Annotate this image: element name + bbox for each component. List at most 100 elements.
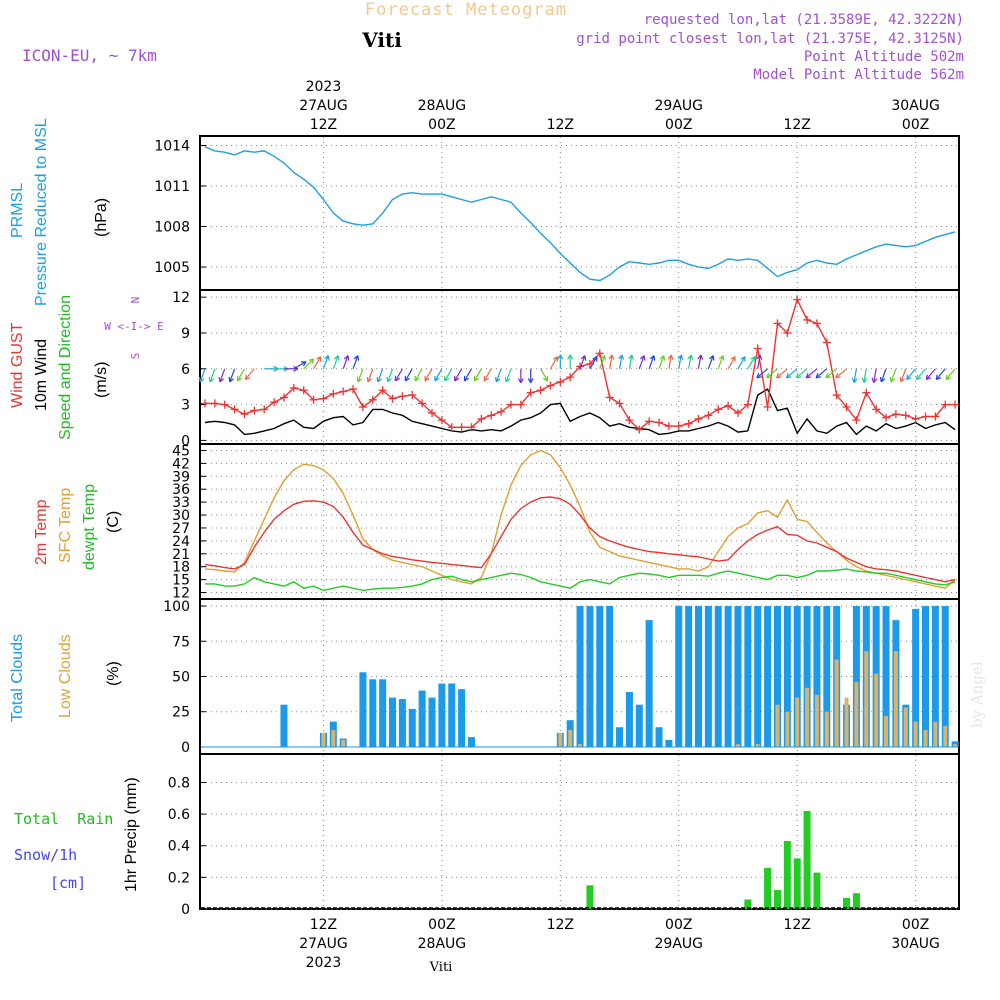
low-cloud-bar bbox=[884, 715, 889, 747]
gust-marker bbox=[664, 422, 673, 431]
total-clouds-label: Total Clouds bbox=[9, 634, 26, 722]
bottom-time-label: 00Z bbox=[902, 917, 929, 933]
gust-marker bbox=[822, 338, 831, 347]
gust-marker bbox=[250, 406, 259, 415]
wind-arrow-head bbox=[677, 354, 684, 360]
clouds-panel-labels: Total Clouds Low Clouds (%) bbox=[9, 634, 122, 722]
gust-marker bbox=[595, 349, 604, 358]
gust-marker bbox=[872, 405, 881, 414]
rain-bar bbox=[773, 890, 781, 909]
y-tick-label: 1008 bbox=[154, 220, 190, 236]
bottom-time-label: 00Z bbox=[428, 917, 455, 933]
y-tick-label: 50 bbox=[172, 670, 190, 686]
total-cloud-bar bbox=[734, 606, 742, 747]
wind-arrow bbox=[835, 368, 847, 379]
y-tick-label: 45 bbox=[172, 443, 190, 459]
pressure-unit: (hPa) bbox=[93, 198, 110, 237]
gust-marker bbox=[378, 386, 387, 395]
wind-arrow-head bbox=[494, 376, 501, 383]
wind-arrow bbox=[697, 354, 702, 369]
wind-arrow-head bbox=[667, 354, 674, 360]
wind-arrow bbox=[638, 355, 645, 369]
gust-marker bbox=[368, 395, 377, 404]
gust-marker bbox=[497, 407, 506, 416]
wind-arrow bbox=[900, 368, 907, 383]
rain-bar bbox=[813, 872, 821, 909]
wind-arrow bbox=[473, 368, 482, 382]
total-cloud-bar bbox=[665, 739, 673, 747]
low-cloud-bar bbox=[775, 704, 780, 747]
y-tick-label: 0.2 bbox=[168, 870, 190, 886]
total-cloud-bar bbox=[586, 606, 594, 747]
total-cloud-bar bbox=[793, 606, 801, 747]
total-cloud-bar bbox=[448, 683, 456, 747]
wind-arrow bbox=[727, 356, 736, 370]
wind-speed-line bbox=[204, 388, 956, 436]
watermark: by Angel bbox=[968, 661, 986, 728]
wind-arrow bbox=[342, 355, 349, 369]
low-cloud-bar bbox=[923, 730, 928, 747]
grid-lines bbox=[200, 137, 958, 910]
y-tick-label: 30 bbox=[172, 508, 190, 524]
gust-marker bbox=[418, 399, 427, 408]
gust-marker bbox=[704, 411, 713, 420]
total-cloud-bar bbox=[389, 697, 397, 747]
wind-arrow-head bbox=[756, 354, 763, 360]
gust-marker bbox=[891, 410, 900, 419]
wind-arrow bbox=[756, 368, 768, 379]
wind-arrow bbox=[648, 355, 655, 369]
wind-arrow bbox=[737, 356, 746, 370]
gust-marker bbox=[793, 295, 802, 304]
wind-arrow bbox=[434, 368, 443, 382]
wind-arrow bbox=[628, 354, 633, 369]
wind-arrow bbox=[795, 368, 808, 379]
wind-arrow-head bbox=[404, 375, 410, 382]
wind-arrow bbox=[688, 354, 692, 369]
wind-arrow bbox=[668, 354, 672, 369]
top-time-label: 00Z bbox=[665, 117, 692, 133]
rain-bar bbox=[843, 897, 851, 909]
total-cloud-bar bbox=[438, 683, 446, 747]
gust-marker bbox=[447, 423, 456, 432]
wind-arrow-head bbox=[649, 355, 656, 361]
gust-marker bbox=[941, 400, 950, 409]
wind-arrow bbox=[916, 368, 926, 380]
wind-arrow bbox=[444, 368, 453, 382]
low-cloud-bar bbox=[795, 697, 800, 747]
wind-arrow-head bbox=[889, 376, 896, 383]
total-cloud-bar bbox=[695, 606, 702, 747]
wind-arrow-head bbox=[580, 355, 587, 361]
wind-arrow bbox=[357, 368, 364, 383]
low-cloud-bar bbox=[903, 707, 908, 747]
wind-arrow bbox=[618, 354, 623, 369]
wind-arrow bbox=[352, 355, 359, 369]
total-cloud-bar bbox=[635, 704, 643, 747]
wind-arrow bbox=[815, 368, 828, 379]
wind-arrow bbox=[589, 356, 598, 370]
wind-arrow-head bbox=[925, 374, 932, 381]
wind-arrow-head bbox=[608, 354, 615, 360]
wind-arrow-head bbox=[552, 356, 559, 362]
wind-arrow bbox=[293, 361, 307, 370]
wind-arrow bbox=[786, 368, 798, 379]
wind-arrow-head bbox=[244, 374, 251, 381]
t2m-line bbox=[204, 496, 956, 583]
total-cloud-bar bbox=[724, 606, 732, 747]
low-cloud-bar bbox=[874, 673, 879, 747]
total-cloud-bar bbox=[813, 606, 821, 747]
wind-arrow-head bbox=[208, 376, 215, 383]
total-cloud-bar bbox=[398, 699, 406, 747]
low-cloud-bar bbox=[854, 682, 859, 747]
wind-direction-label: Speed and Direction bbox=[57, 295, 74, 440]
wind-arrow bbox=[394, 368, 403, 382]
wind-panel-labels: Wind GUST 10m Wind Speed and Direction (… bbox=[9, 295, 164, 440]
wind-arrow bbox=[209, 368, 216, 383]
wind-arrow bbox=[658, 355, 665, 369]
total-cloud-bar bbox=[922, 606, 930, 747]
wind-arrow-head bbox=[308, 358, 315, 364]
pressure-label-1: PRMSL bbox=[9, 183, 26, 238]
wind-arrow-head bbox=[386, 376, 392, 383]
wind-arrow-head bbox=[394, 375, 400, 382]
gust-marker bbox=[635, 425, 644, 434]
gust-marker bbox=[645, 417, 654, 426]
